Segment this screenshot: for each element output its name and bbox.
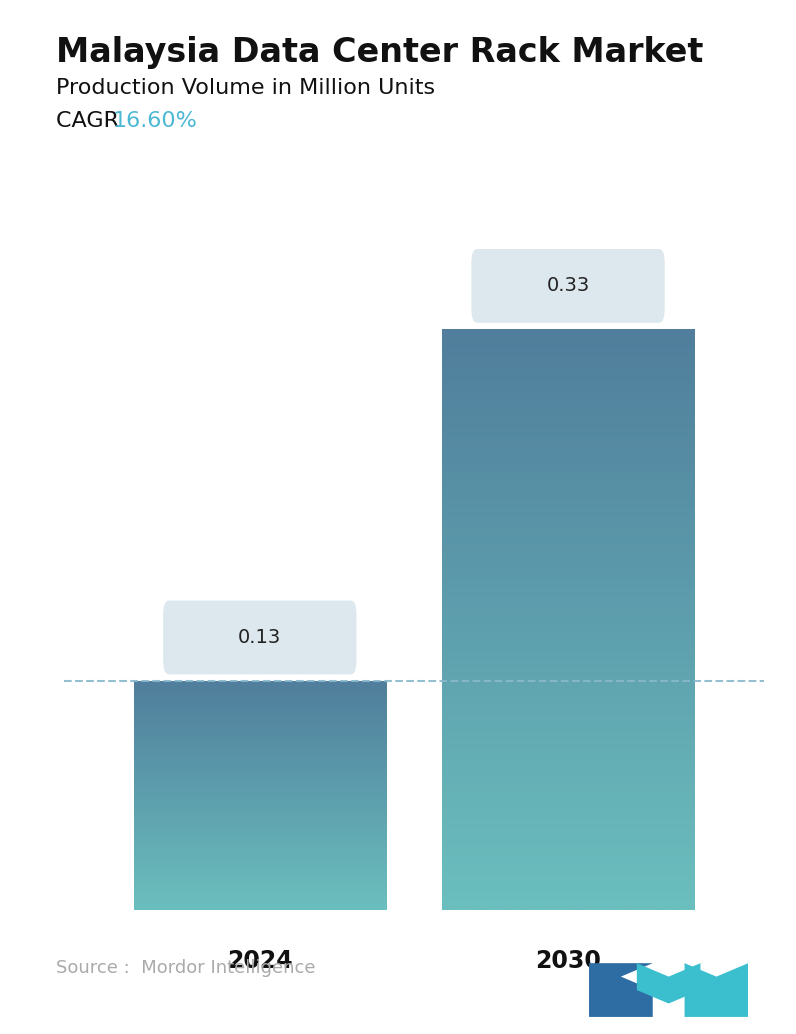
Text: 2030: 2030 — [535, 948, 601, 973]
Polygon shape — [249, 661, 271, 673]
Text: 0.13: 0.13 — [238, 628, 282, 647]
Text: CAGR: CAGR — [56, 111, 133, 130]
Text: Source :  Mordor Intelligence: Source : Mordor Intelligence — [56, 960, 315, 977]
Text: Production Volume in Million Units: Production Volume in Million Units — [56, 78, 435, 97]
Text: 16.60%: 16.60% — [113, 111, 198, 130]
Text: 2024: 2024 — [227, 948, 293, 973]
Text: 0.33: 0.33 — [546, 276, 590, 296]
Polygon shape — [637, 964, 700, 1003]
FancyBboxPatch shape — [471, 249, 665, 323]
Polygon shape — [685, 964, 748, 1017]
Polygon shape — [557, 309, 579, 322]
FancyBboxPatch shape — [163, 601, 357, 674]
Polygon shape — [589, 964, 653, 1017]
Text: Malaysia Data Center Rack Market: Malaysia Data Center Rack Market — [56, 36, 703, 69]
